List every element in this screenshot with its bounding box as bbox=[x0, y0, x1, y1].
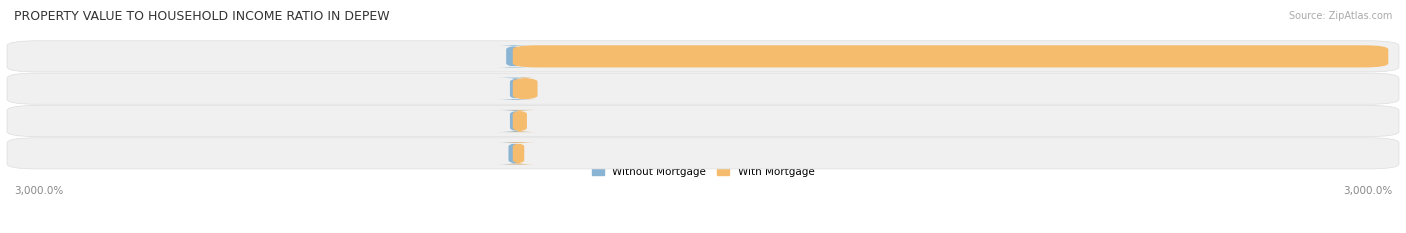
Text: 56.1%: 56.1% bbox=[540, 84, 574, 94]
Text: 2.0x to 2.9x: 2.0x to 2.9x bbox=[486, 84, 548, 94]
Text: Less than 2.0x: Less than 2.0x bbox=[479, 51, 555, 61]
Text: 16.9%: 16.9% bbox=[474, 116, 508, 126]
Text: 10.5%: 10.5% bbox=[527, 148, 560, 158]
Text: 3.0x to 3.9x: 3.0x to 3.9x bbox=[486, 116, 548, 126]
Text: 19.6%: 19.6% bbox=[530, 116, 562, 126]
Text: Source: ZipAtlas.com: Source: ZipAtlas.com bbox=[1288, 11, 1392, 21]
Text: 17.0%: 17.0% bbox=[474, 84, 508, 94]
Text: 4.0x or more: 4.0x or more bbox=[484, 148, 550, 158]
Text: 2,973.2%: 2,973.2% bbox=[1323, 51, 1376, 61]
Text: 39.3%: 39.3% bbox=[470, 51, 503, 61]
Text: 25.6%: 25.6% bbox=[472, 148, 506, 158]
Text: PROPERTY VALUE TO HOUSEHOLD INCOME RATIO IN DEPEW: PROPERTY VALUE TO HOUSEHOLD INCOME RATIO… bbox=[14, 10, 389, 23]
Legend: Without Mortgage, With Mortgage: Without Mortgage, With Mortgage bbox=[592, 167, 814, 177]
Text: 3,000.0%: 3,000.0% bbox=[1343, 186, 1392, 196]
Text: 3,000.0%: 3,000.0% bbox=[14, 186, 63, 196]
